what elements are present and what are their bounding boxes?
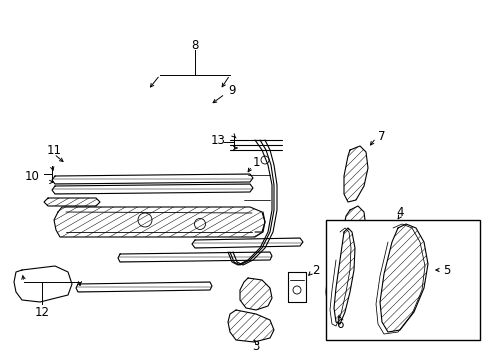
Bar xyxy=(325,220,479,340)
Text: 13: 13 xyxy=(210,134,225,147)
Text: 9: 9 xyxy=(228,84,235,96)
Text: 11: 11 xyxy=(46,144,61,157)
Text: 5: 5 xyxy=(443,264,450,276)
Text: 2: 2 xyxy=(312,264,319,276)
Text: 8: 8 xyxy=(191,39,198,51)
Text: 3: 3 xyxy=(252,339,259,352)
Text: 12: 12 xyxy=(35,306,49,319)
Text: 1: 1 xyxy=(252,156,259,168)
Text: 10: 10 xyxy=(24,170,40,183)
Text: 4: 4 xyxy=(395,206,403,219)
Text: 7: 7 xyxy=(378,130,385,143)
Text: 6: 6 xyxy=(336,319,343,332)
